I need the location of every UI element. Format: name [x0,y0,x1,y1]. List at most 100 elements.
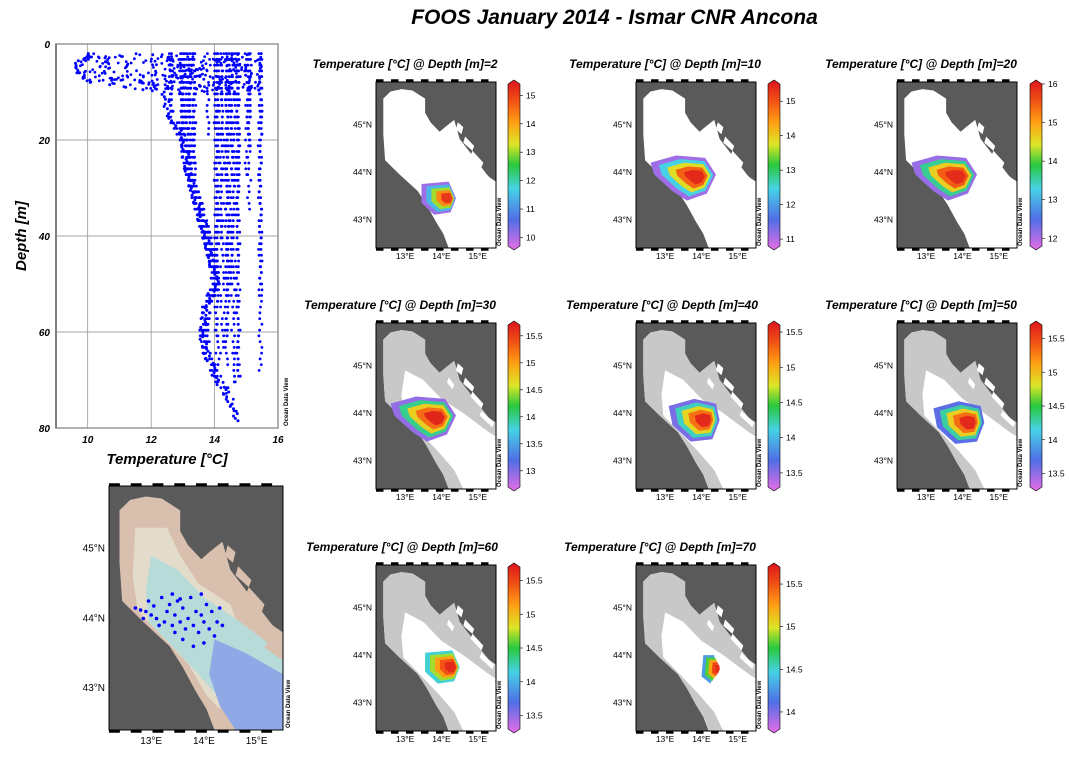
data-point [153,59,157,63]
data-point [207,121,211,125]
lon-tick-label: 15°E [469,251,488,261]
data-point [204,73,207,77]
data-point [188,75,192,78]
data-point [74,61,77,65]
data-point [226,115,230,119]
map-layers [119,496,283,730]
data-point [233,374,236,378]
data-point [208,63,212,67]
data-point [190,68,193,72]
data-point [97,74,101,78]
data-point [258,104,262,107]
data-point [225,395,229,399]
data-point [199,60,203,64]
data-point [75,71,79,75]
data-point [192,184,196,188]
data-point [203,55,207,58]
data-point [185,150,189,154]
data-point [229,167,233,171]
station-point [149,613,153,617]
station-point [157,623,161,628]
data-point [225,173,229,177]
lat-tick-label: 43°N [353,698,372,708]
island [984,377,996,392]
data-point [224,127,228,130]
data-point [185,104,189,107]
data-point [219,351,222,355]
data-point [200,344,204,348]
data-point [190,71,194,75]
data-point [178,63,182,67]
lon-tick-label: 14°E [432,734,451,744]
data-point [248,76,252,80]
data-point [204,244,208,248]
station-point [188,595,193,600]
data-point [98,64,102,68]
data-point [257,88,261,92]
data-point [259,196,263,200]
data-point [226,386,230,390]
colorbar-label: 15 [1048,367,1058,377]
data-point [113,78,116,81]
colorbar-label: 14.5 [526,643,543,653]
data-point [197,196,201,200]
data-point [246,196,249,200]
data-point [212,374,216,378]
data-point [186,52,190,55]
island [446,377,455,390]
data-point [212,371,216,375]
data-point [258,61,262,65]
data-point [97,79,101,83]
data-point [232,322,236,326]
colorbar-label: 14 [786,707,796,717]
data-point [229,82,233,86]
data-point [191,77,195,81]
data-point [244,167,248,171]
y-tick-label: 80 [39,424,51,435]
data-point [215,61,219,64]
lon-tick-label: 13°E [140,736,162,747]
data-point [180,104,184,107]
data-point [232,311,236,315]
island [470,150,484,168]
data-point [229,259,233,263]
lat-tick-label: 45°N [83,544,105,555]
data-point [220,202,223,205]
data-point [108,83,112,87]
island [483,429,496,441]
data-point [213,236,217,240]
data-point [238,132,242,136]
data-point [232,414,235,418]
station-point [138,608,143,612]
data-point [232,121,236,125]
data-point [234,72,238,75]
data-point [193,178,197,182]
data-point [256,73,259,76]
island [743,188,756,200]
colorbar-label: 14 [526,677,536,687]
data-point [187,132,190,136]
data-point [225,190,229,194]
watermark: Ocean Data View [497,680,503,729]
data-point [206,236,210,240]
data-point [151,89,154,93]
data-point [260,109,263,113]
data-point [248,79,252,82]
data-point [221,77,225,81]
data-point [220,121,224,125]
lon-tick-label: 14°E [953,251,972,261]
data-point [227,75,231,78]
data-point [170,119,174,123]
data-point [260,104,264,107]
data-point [237,271,241,274]
data-point [200,340,203,343]
data-point [205,86,209,90]
data-point [180,69,184,73]
data-point [224,299,228,303]
data-point [220,75,224,78]
data-point [210,357,214,361]
data-point [193,198,197,202]
data-point [215,322,219,326]
data-point [206,92,209,96]
